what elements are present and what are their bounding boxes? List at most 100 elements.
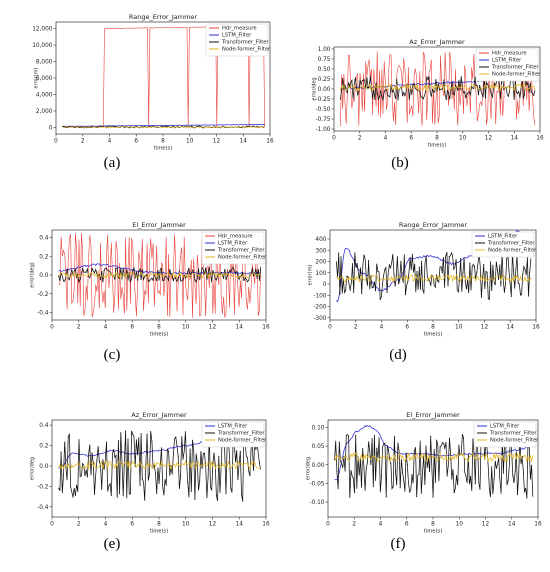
series-point [180,474,182,476]
series-point [146,433,148,435]
y-tick-label: 8,000 [36,60,53,66]
series-point [529,271,531,273]
y-axis-label: error(deg) [30,262,36,287]
x-tick-label: 12 [209,522,217,528]
x-tick-label: 2 [77,522,81,528]
series-point [368,259,370,262]
x-tick-label: 14 [511,136,519,142]
series-point [79,475,81,478]
series-point [524,269,526,271]
series-point [182,279,184,281]
y-tick-label: 100 [315,271,326,277]
series-point [454,84,457,86]
y-tick-label: 300 [315,248,326,254]
x-axis-label: time(s) [428,143,446,149]
series-point [65,467,67,469]
series-point [439,446,441,448]
series-point [490,261,492,263]
panel-caption-e: (e) [103,536,121,552]
series-point [163,279,165,281]
series-point [467,279,469,281]
series-point [211,489,213,491]
series-point [213,452,215,454]
y-tick-label: 0.4 [39,236,49,242]
series-point [206,497,208,499]
series-point [187,482,189,484]
series-point [487,83,489,86]
series-point [144,499,146,501]
y-tick-label: 0.0 [39,273,49,279]
x-tick-label: 8 [435,136,439,142]
series-point [62,280,65,282]
series-point [351,79,353,81]
x-tick-label: 0 [50,522,54,528]
series-point [386,291,388,293]
x-tick-label: 14 [236,325,244,331]
x-tick-label: 12 [209,325,217,331]
series-point [476,271,478,273]
x-tick-label: 16 [536,136,544,142]
chart-panel-a: Range_Error_Jammer 0 2 4 6 8 10 12 14 16 0 2,000 4,0… [32,13,274,152]
series-point [526,497,528,499]
x-tick-label: 14 [507,325,515,331]
x-axis-label: time(s) [154,146,172,152]
series-point [246,125,248,127]
series-point [165,276,167,278]
series-point [132,269,134,272]
series-point [431,89,434,91]
series-point [189,448,191,450]
series-point [355,434,357,436]
series-point [109,125,112,127]
series-point [384,269,386,271]
series-point [177,277,179,279]
series-point [434,481,436,483]
series-point [117,276,119,279]
series-point [139,484,141,486]
series-line-transformer-filter [58,430,262,502]
series-point [120,432,122,434]
series-point [239,450,241,452]
x-tick-label: 10 [456,522,464,528]
series-point [72,496,74,498]
series-point [446,251,448,254]
series-point [164,125,167,127]
series-point [380,475,383,477]
y-tick-label: 0 [49,125,53,131]
x-tick-label: 16 [262,522,270,528]
series-point [407,281,409,283]
series-point [522,273,524,275]
x-tick-label: 6 [405,522,409,528]
series-point [422,98,424,100]
y-tick-label: 0.10 [312,425,325,431]
series-point [530,91,532,93]
series-point [356,262,358,264]
series-point [242,271,244,273]
series-point [381,283,384,285]
series-point [107,125,109,127]
x-tick-label: 8 [157,522,161,528]
series-point [441,272,443,274]
series-point [168,451,170,453]
y-tick-label: -0.4 [37,505,49,511]
series-point [425,445,427,447]
chart-title: El_Error_Jammer [406,411,460,419]
series-point [177,455,179,457]
series-point [369,450,371,452]
x-axis-label: time(s) [424,332,442,338]
series-point [453,492,455,494]
series-point [377,270,379,273]
x-tick-label: 14 [508,522,516,528]
series-point [194,279,196,281]
series-point [427,458,429,460]
x-tick-label: 2 [77,325,81,331]
series-point [191,439,194,441]
series-point [385,89,388,91]
x-tick-label: 4 [379,522,383,528]
series-point [172,453,174,455]
series-point [206,278,208,280]
series-line-node-former-filter [334,451,534,463]
series-point [444,286,446,288]
series-point [62,474,65,476]
series-point [472,438,474,440]
y-tick-label: -100 [313,293,326,299]
